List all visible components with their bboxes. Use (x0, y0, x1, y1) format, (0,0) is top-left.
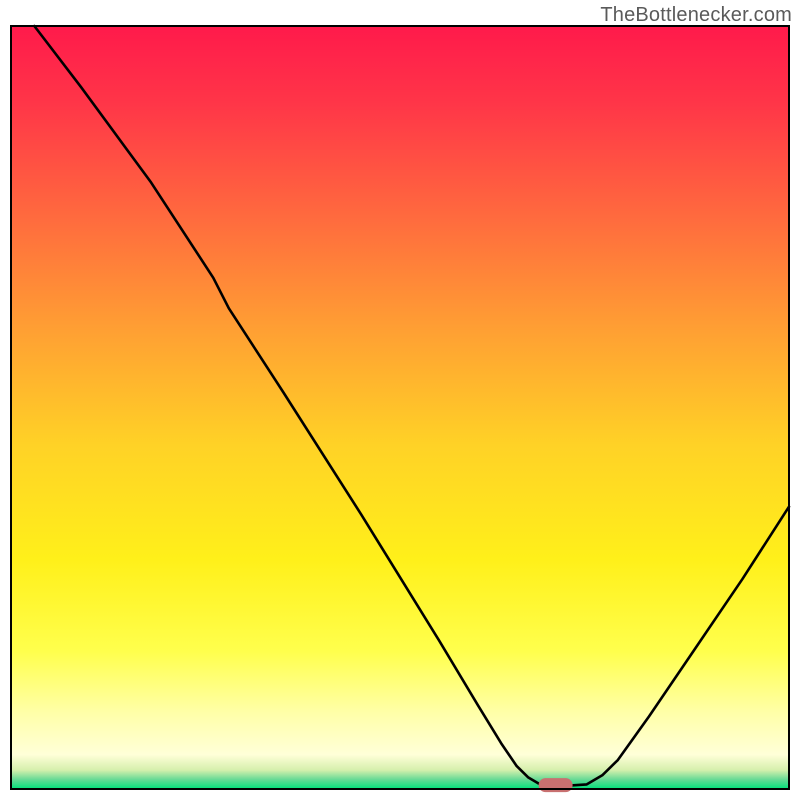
optimum-marker (539, 778, 573, 792)
figure-container: TheBottlenecker.com (0, 0, 800, 800)
bottleneck-chart (0, 0, 800, 800)
watermark-text: TheBottlenecker.com (600, 4, 792, 27)
chart-background (11, 26, 789, 789)
